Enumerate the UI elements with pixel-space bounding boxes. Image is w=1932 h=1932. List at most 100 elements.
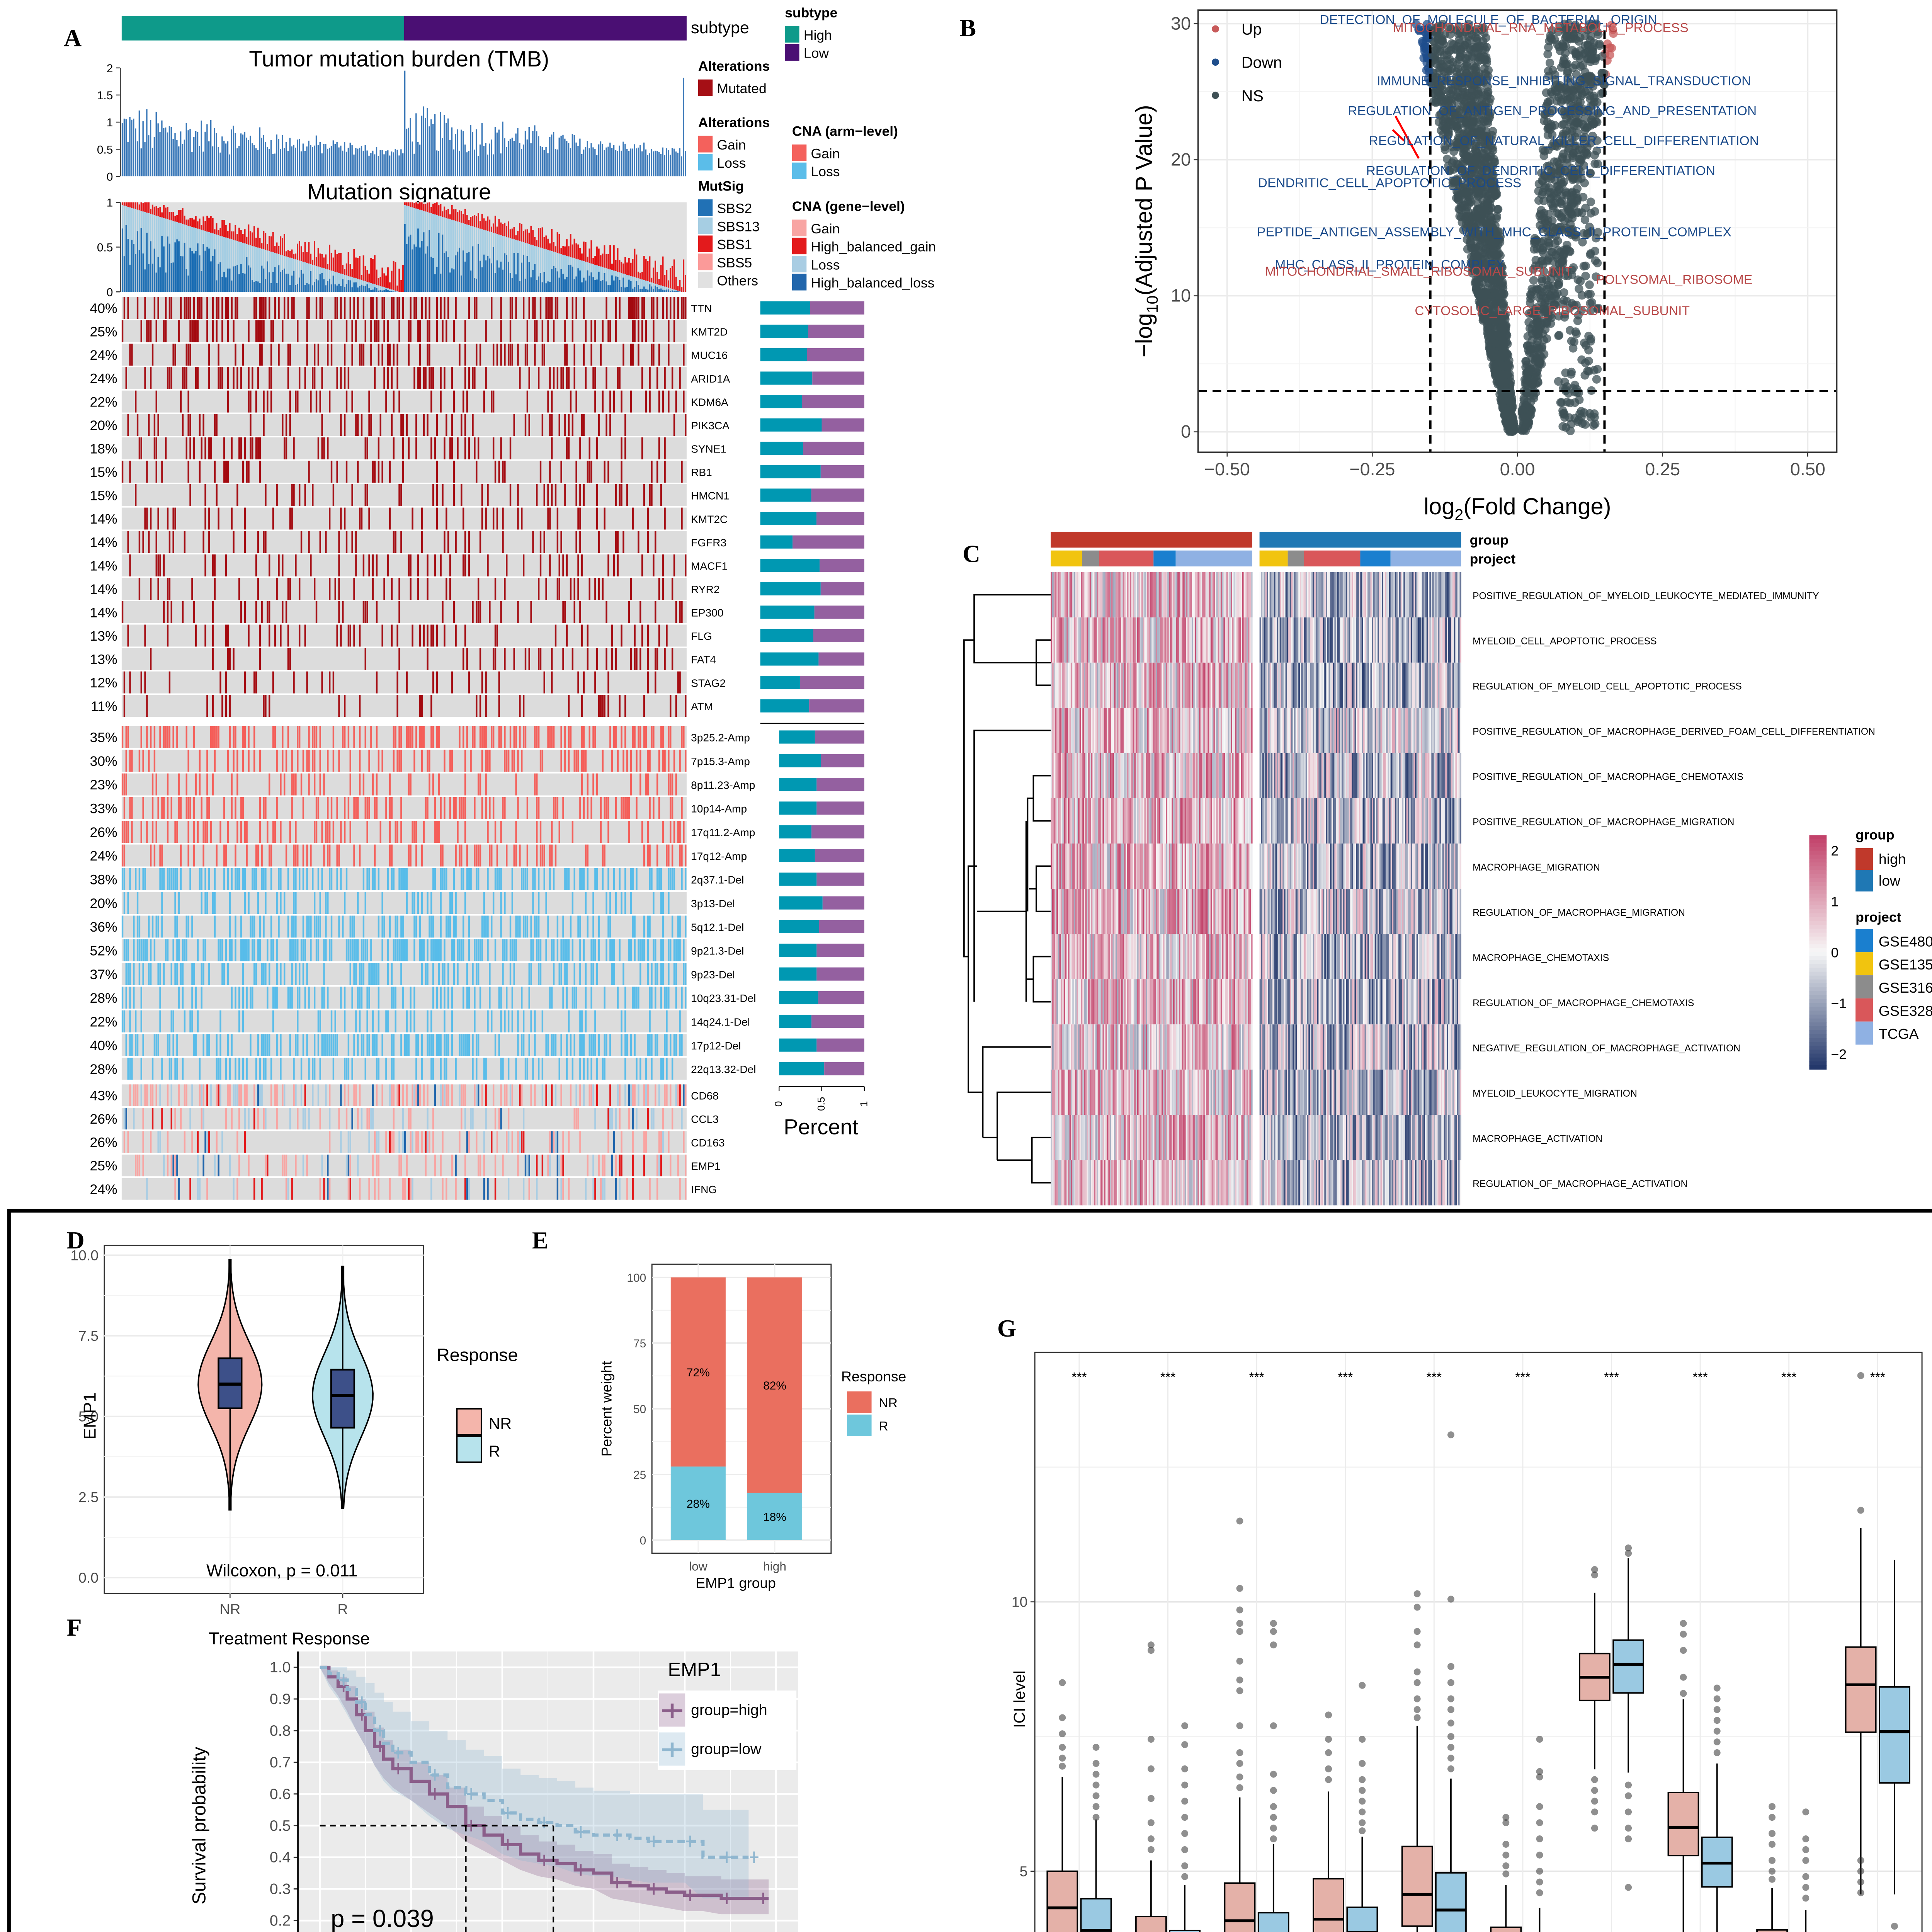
alteration-mark (142, 750, 144, 772)
alteration-mark (464, 750, 466, 772)
sbs2-segment (588, 276, 590, 292)
tmb-bar (570, 148, 571, 177)
alteration-mark (432, 1131, 434, 1153)
alteration-mark (639, 601, 641, 623)
alteration-mark (159, 1084, 161, 1106)
alteration-mark (142, 868, 144, 890)
alteration-mark (189, 344, 191, 366)
row-gene-label: 7p15.3-Amp (691, 755, 750, 767)
sbs2-segment (451, 268, 453, 292)
alteration-mark (167, 1155, 169, 1177)
sbs13-segment (300, 261, 302, 270)
tmb-bar (312, 147, 313, 177)
sbs2-segment (244, 274, 246, 292)
alteration-mark (502, 963, 504, 985)
alteration-mark (462, 986, 464, 1009)
alteration-mark (306, 750, 308, 772)
sbs2-segment (494, 273, 496, 292)
alteration-mark (481, 507, 483, 530)
tmb-bar (585, 147, 587, 177)
alteration-mark (511, 939, 514, 961)
sbs1-segment (153, 206, 155, 215)
alteration-mark (261, 1034, 263, 1056)
alteration-mark (180, 797, 182, 819)
alteration-mark (187, 797, 189, 819)
sbs1-segment (436, 202, 438, 215)
alteration-mark (131, 821, 133, 843)
alteration-mark (592, 1155, 594, 1177)
alteration-mark (167, 1084, 169, 1106)
alteration-mark (274, 726, 276, 748)
tmb-bar (492, 154, 494, 177)
sbs1-segment (340, 253, 342, 274)
alteration-mark (432, 915, 434, 938)
legend-swatch (698, 235, 713, 252)
alteration-mark (221, 320, 223, 342)
alteration-mark (656, 367, 658, 389)
alteration-mark (229, 1155, 231, 1177)
alteration-mark (677, 297, 679, 319)
alteration-mark (489, 797, 491, 819)
alteration-mark (313, 986, 316, 1009)
alteration-mark (221, 939, 223, 961)
alteration-mark (587, 797, 589, 819)
alteration-mark (453, 484, 455, 506)
alteration-mark (568, 1178, 570, 1200)
sbs1-segment (594, 256, 596, 265)
alteration-mark (396, 1084, 398, 1106)
alteration-mark (133, 986, 135, 1009)
alteration-mark (187, 461, 189, 483)
tmb-bar (615, 150, 617, 177)
tmb-bar (285, 142, 287, 177)
alteration-mark (670, 1084, 672, 1106)
alteration-mark (658, 750, 660, 772)
alteration-mark (685, 986, 687, 1009)
alteration-mark (319, 750, 321, 772)
tmb-bar (376, 147, 378, 177)
alteration-mark (468, 1131, 470, 1153)
alteration-mark (474, 939, 476, 961)
sbs13-segment (267, 250, 269, 262)
sbs1-segment (197, 221, 199, 229)
alteration-mark (400, 750, 402, 772)
alteration-mark (321, 868, 323, 890)
sbs1-segment (272, 232, 274, 252)
alteration-mark (643, 297, 645, 319)
sbs2-segment (153, 248, 155, 292)
sbs1-segment (564, 246, 566, 255)
alteration-mark (536, 1178, 538, 1200)
alteration-mark (193, 844, 195, 867)
alteration-mark (655, 963, 656, 985)
alteration-mark (236, 821, 238, 843)
sbs2-segment (204, 250, 206, 292)
tmb-bar (400, 149, 402, 177)
sbs2-segment (127, 238, 129, 292)
alteration-mark (622, 531, 624, 553)
alteration-mark (393, 531, 395, 553)
alteration-mark (214, 892, 216, 914)
sbs13-segment (244, 243, 246, 274)
alteration-mark (374, 963, 376, 985)
alteration-mark (453, 320, 455, 342)
alteration-mark (605, 601, 607, 623)
tmb-bar (417, 142, 419, 177)
alteration-mark (515, 726, 517, 748)
alteration-mark (446, 1058, 447, 1080)
alteration-mark (415, 297, 417, 319)
alteration-mark (340, 868, 342, 890)
alteration-mark (157, 1131, 159, 1153)
alteration-mark (560, 1178, 562, 1200)
sbs13-segment (522, 242, 524, 255)
row-percent-label: 22% (90, 1014, 117, 1029)
tmb-bar (583, 150, 585, 177)
alteration-mark (513, 844, 515, 867)
alteration-mark (506, 1131, 508, 1153)
alteration-mark (651, 726, 653, 748)
alteration-mark (649, 986, 651, 1009)
alteration-mark (566, 624, 568, 647)
sbs13-segment (240, 242, 242, 264)
sbs1-segment (494, 216, 496, 233)
sbs2-segment (543, 272, 545, 292)
alteration-mark (302, 939, 304, 961)
sbs2-segment (504, 253, 506, 292)
